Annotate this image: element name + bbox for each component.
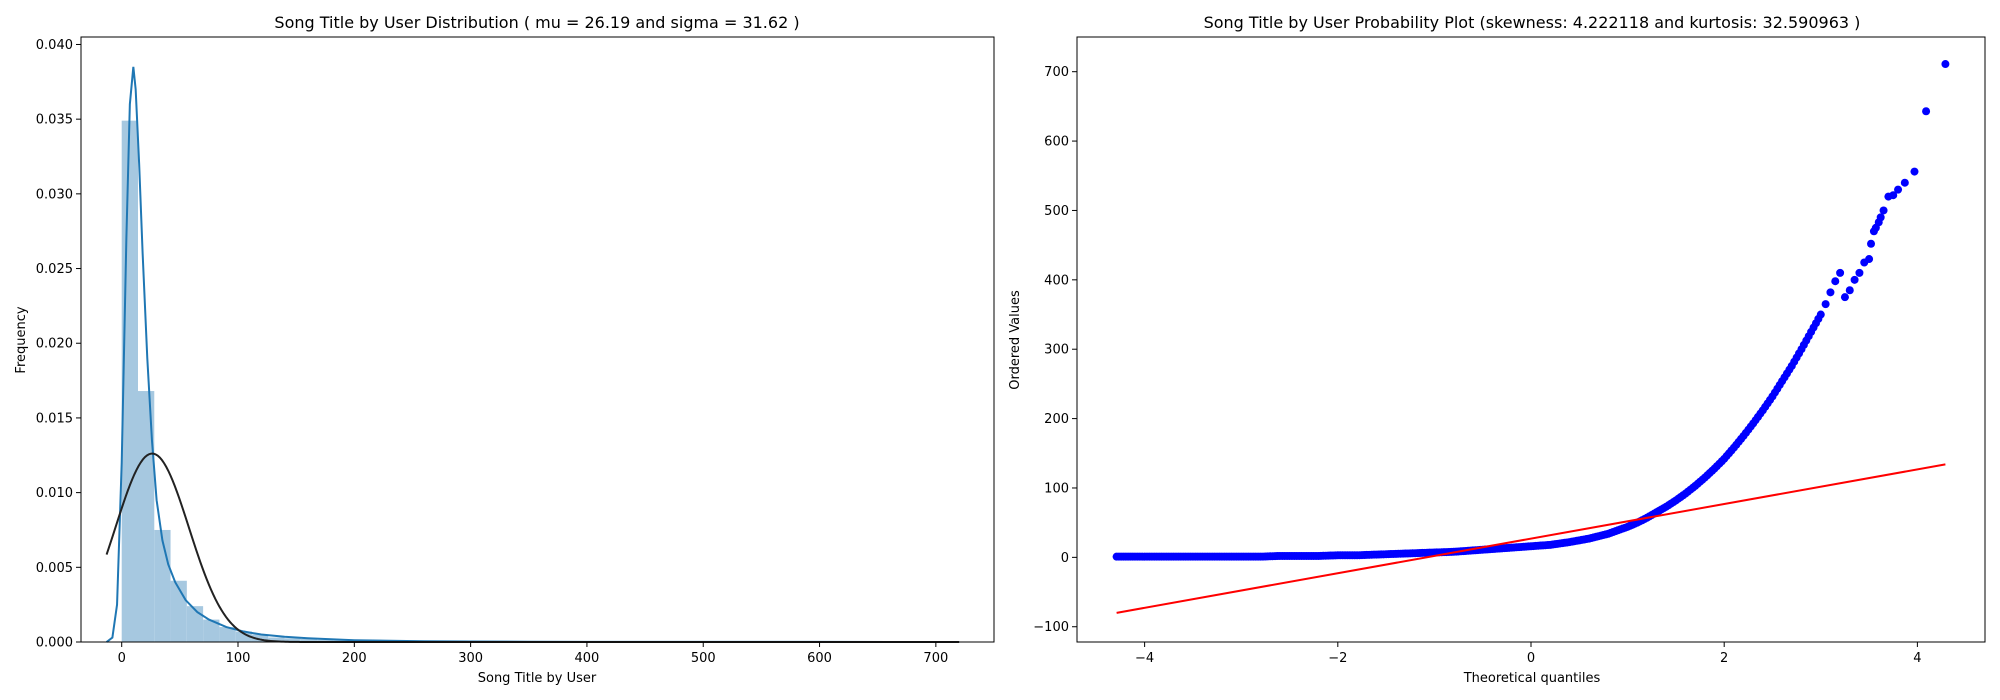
distribution-y-ticks: 0.000 0.005 0.010 0.015 0.020 0.025 0.030 0.035…: [36, 38, 81, 651]
x-tick-label: 0: [1527, 651, 1535, 666]
y-tick-label: 0: [1061, 551, 1069, 566]
histogram-bar: [154, 529, 171, 642]
y-tick-label: 300: [1044, 343, 1069, 358]
quantile-point: [1941, 60, 1950, 69]
x-tick-label: −2: [1328, 651, 1347, 666]
y-tick-label: 0.000: [36, 636, 73, 651]
histogram-bar: [284, 638, 301, 642]
quantile-point: [1879, 206, 1888, 215]
histogram-bar: [235, 631, 252, 642]
quantile-point: [1840, 293, 1849, 302]
probability-title: Song Title by User Probability Plot (ske…: [1204, 13, 1861, 32]
histogram-bar: [300, 639, 318, 642]
quantile-point: [1900, 178, 1909, 187]
quantile-point: [1826, 288, 1835, 297]
y-tick-label: 100: [1044, 481, 1069, 496]
y-tick-label: 0.040: [36, 38, 73, 53]
quantile-point: [1816, 310, 1825, 319]
y-tick-label: 0.025: [36, 262, 73, 277]
y-tick-label: 0.020: [36, 337, 73, 352]
x-tick-label: 700: [923, 651, 948, 666]
x-tick-label: 2: [1720, 651, 1728, 666]
histogram-bar: [268, 637, 285, 642]
histogram-bar: [219, 627, 236, 642]
x-tick-label: −4: [1135, 651, 1154, 666]
histogram-bar: [317, 639, 334, 642]
y-tick-label: 0.030: [36, 187, 73, 202]
y-tick-label: −100: [1033, 620, 1069, 635]
y-tick-label: 700: [1044, 65, 1069, 80]
y-tick-label: 0.035: [36, 113, 73, 128]
x-tick-label: 0: [118, 651, 126, 666]
fit-line: [1116, 463, 1946, 614]
normal-fit-curve: [105, 452, 960, 643]
quantile-point: [1845, 286, 1854, 295]
kde-curve: [105, 66, 960, 643]
quantile-point: [1894, 185, 1903, 194]
probability-plot: Song Title by User Probability Plot (ske…: [1008, 13, 1986, 686]
probability-axes-frame: [1076, 36, 1986, 643]
y-tick-label: 600: [1044, 135, 1069, 150]
distribution-y-label: Frequency: [14, 306, 29, 373]
x-tick-label: 100: [226, 651, 251, 666]
quantile-point: [1910, 167, 1919, 176]
x-tick-label: 200: [342, 651, 367, 666]
x-tick-label: 300: [458, 651, 483, 666]
histogram-bar: [203, 619, 220, 642]
quantile-point: [1855, 268, 1864, 277]
histogram-bars: [121, 120, 464, 643]
probability-x-ticks: −4 −2 0 2 4: [1135, 642, 1922, 666]
x-tick-label: 500: [691, 651, 716, 666]
quantile-point: [1922, 107, 1931, 116]
x-tick-label: 600: [807, 651, 832, 666]
quantile-point: [1889, 191, 1898, 200]
quantile-point: [1836, 268, 1845, 277]
y-tick-label: 0.010: [36, 486, 73, 501]
quantile-point: [1876, 213, 1885, 222]
probability-y-label: Ordered Values: [1008, 290, 1023, 390]
quantile-point: [1831, 277, 1840, 286]
y-tick-label: 0.015: [36, 411, 73, 426]
y-tick-label: 400: [1044, 273, 1069, 288]
quantile-point: [1865, 255, 1874, 264]
x-tick-label: 4: [1913, 651, 1921, 666]
probability-x-label: Theoretical quantiles: [1463, 671, 1601, 686]
quantile-point: [1867, 239, 1876, 248]
quantile-point: [1821, 300, 1830, 309]
y-tick-label: 0.005: [36, 561, 73, 576]
distribution-x-ticks: 0 100 200 300 400 500 600 700: [118, 642, 948, 666]
quantile-point: [1850, 275, 1859, 284]
distribution-axes-frame: [80, 36, 995, 643]
histogram-bar: [251, 634, 269, 642]
y-tick-label: 500: [1044, 204, 1069, 219]
probability-y-ticks: −100 0 100 200 300 400 500 600 700: [1033, 65, 1077, 635]
distribution-x-label: Song Title by User: [478, 671, 597, 686]
distribution-title: Song Title by User Distribution ( mu = 2…: [274, 13, 799, 32]
histogram-bar: [186, 606, 204, 642]
distribution-plot: Song Title by User Distribution ( mu = 2…: [14, 13, 995, 686]
x-tick-label: 400: [575, 651, 600, 666]
y-tick-label: 200: [1044, 412, 1069, 427]
